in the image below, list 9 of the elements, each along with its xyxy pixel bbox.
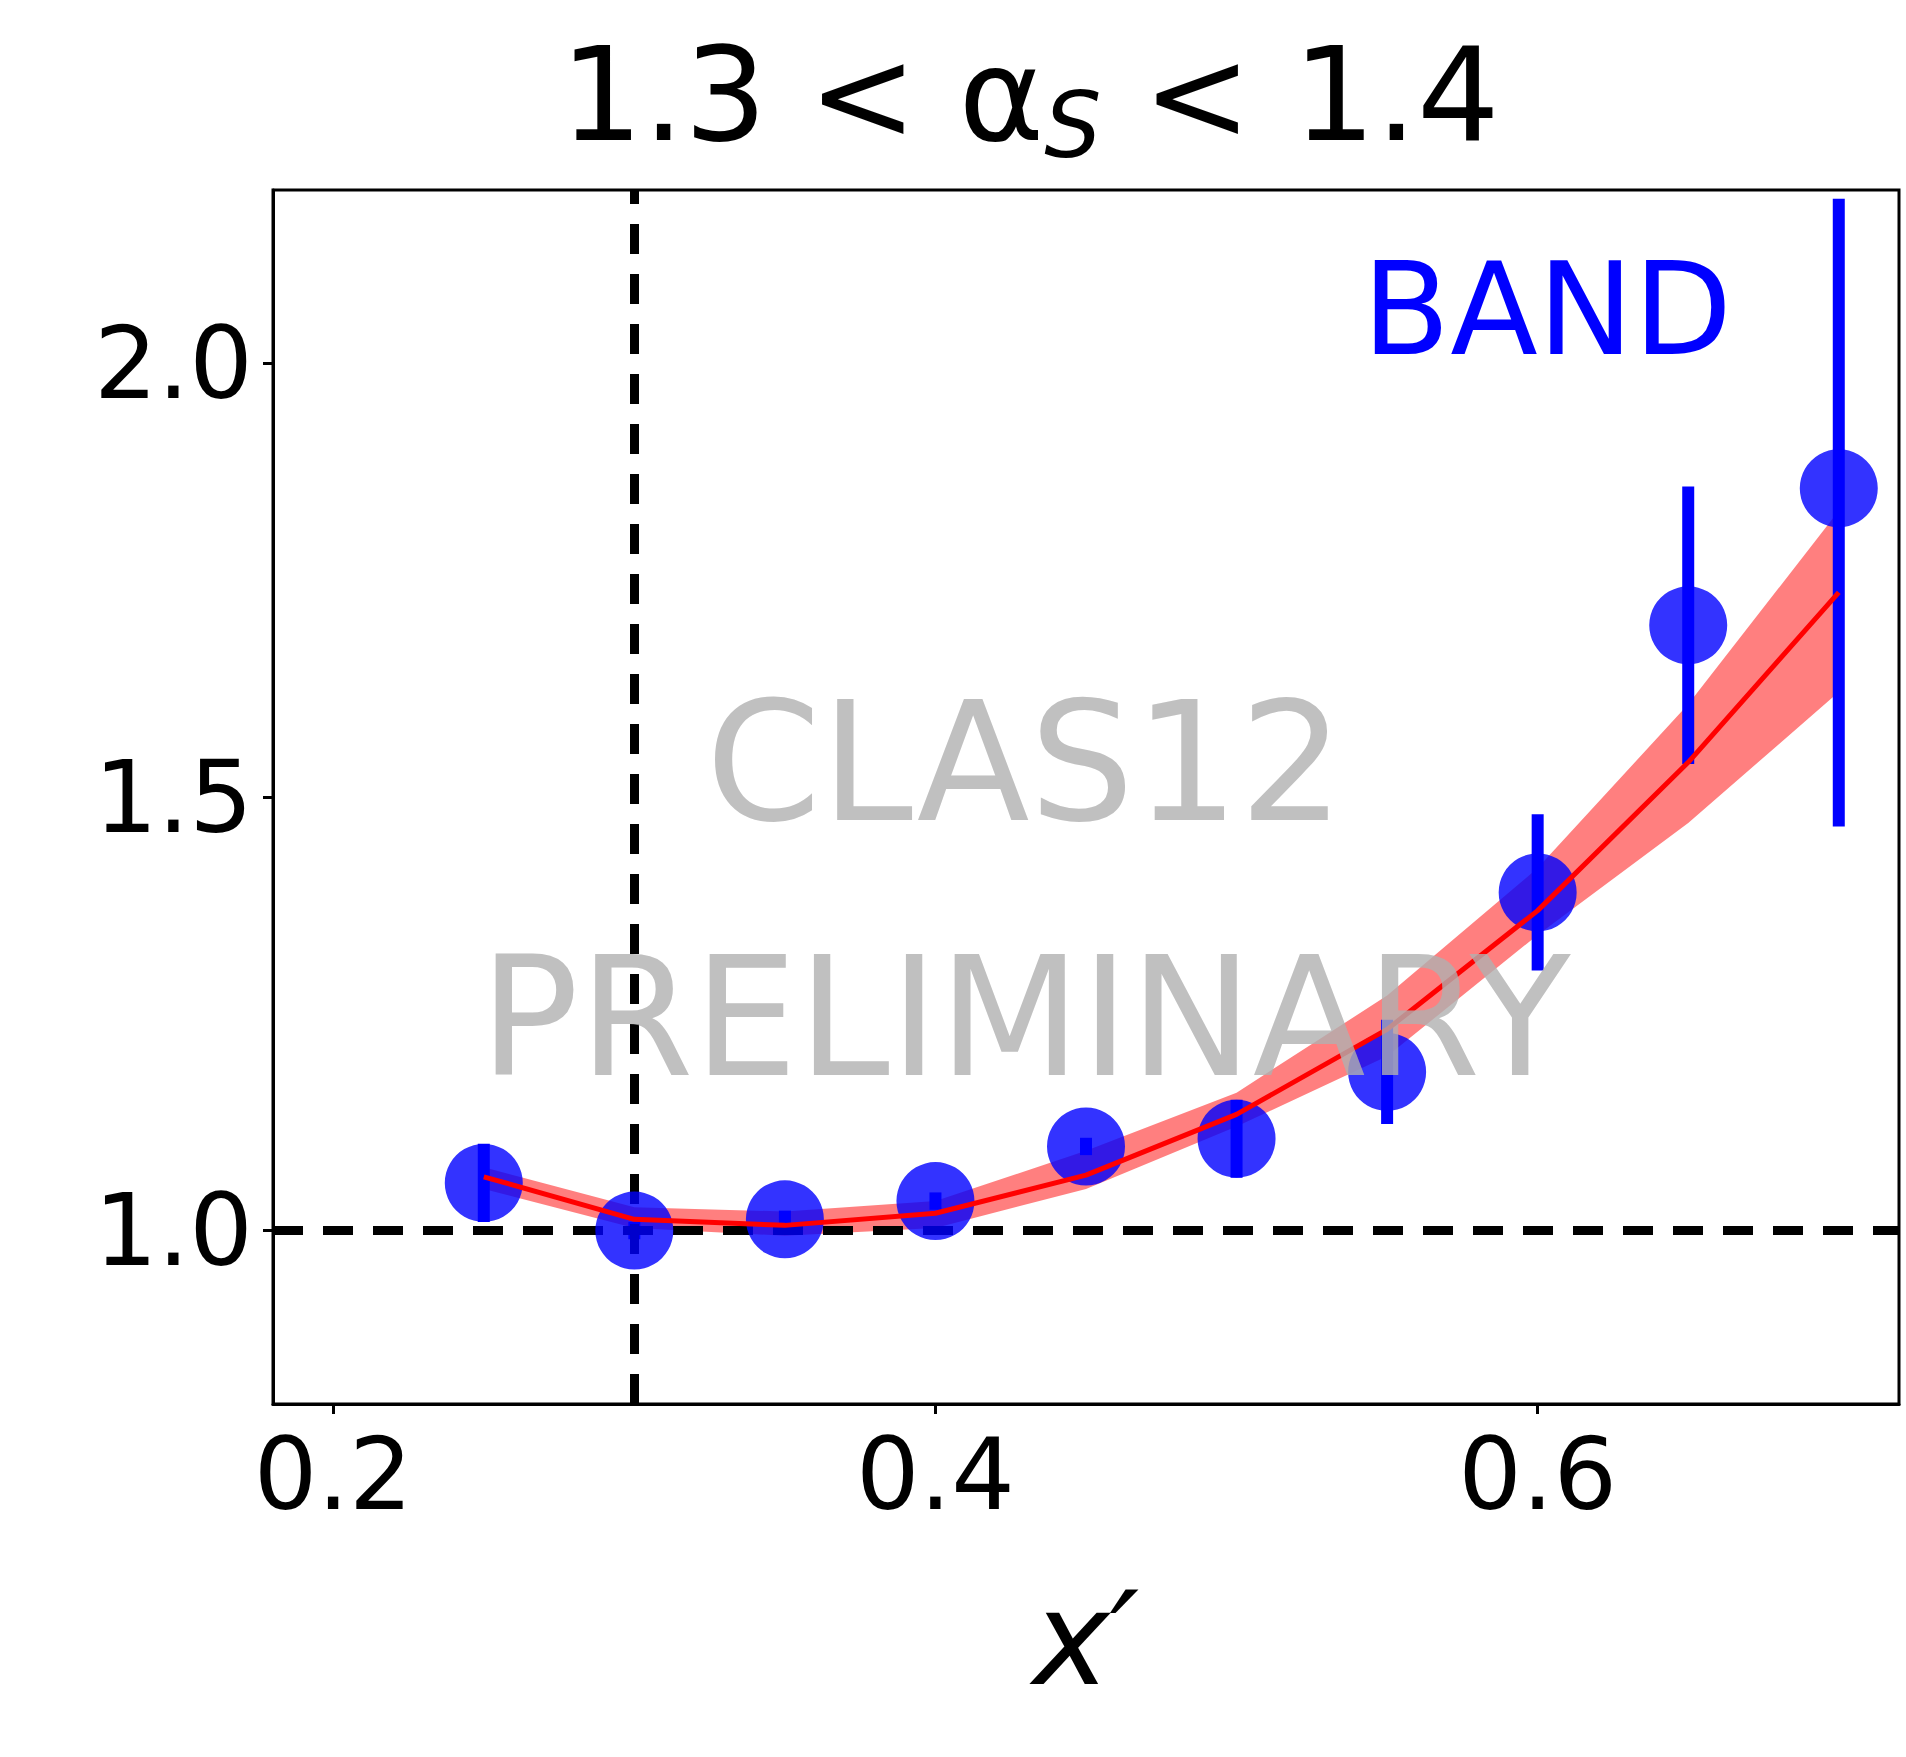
y-tick-label: 1.5	[93, 738, 253, 856]
series-label: BAND	[1362, 234, 1732, 384]
y-tick-label: 2.0	[93, 304, 253, 422]
x-tick-label: 0.4	[855, 1415, 1015, 1533]
x-tick-label: 0.6	[1458, 1415, 1618, 1533]
x-tick-label: 0.2	[253, 1415, 413, 1533]
x-axis-title: x′	[1028, 1563, 1140, 1715]
y-tick-label: 1.0	[93, 1172, 253, 1290]
annotation: CLAS12	[705, 666, 1345, 859]
